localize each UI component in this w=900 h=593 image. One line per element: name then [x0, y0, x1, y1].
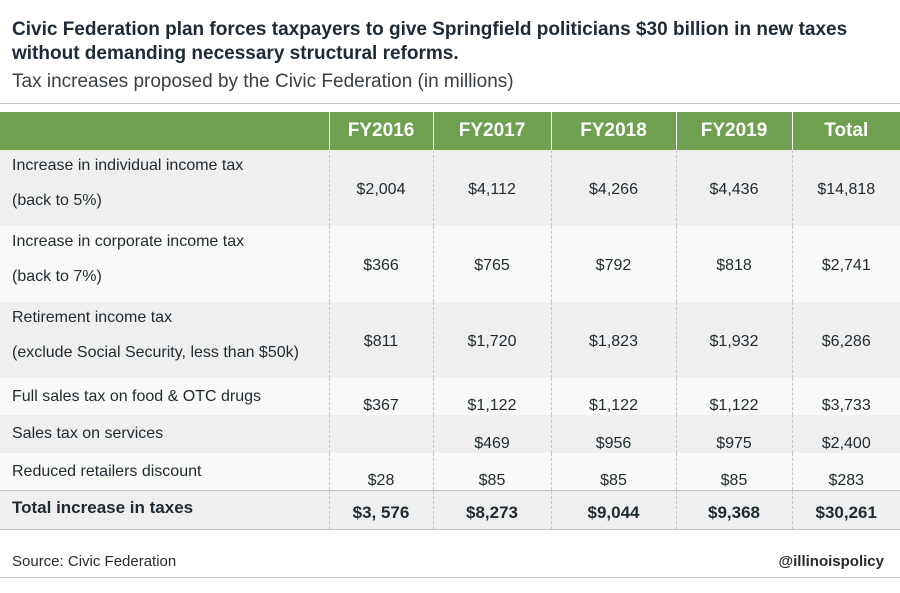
table-cell: $4,266 [550, 150, 676, 226]
table-cell: $1,720 [432, 302, 551, 378]
row-label-line2: (back to 7%) [12, 268, 102, 285]
header-cell-label [0, 112, 329, 150]
table-cell [328, 415, 433, 453]
table-cell: $469 [432, 415, 551, 453]
row-label-line1: Increase in individual income tax [12, 157, 244, 174]
table-cell: $367 [328, 378, 433, 415]
total-cell: $30,261 [791, 490, 900, 529]
table-cell: $1,932 [675, 302, 792, 378]
table-cell: $2,400 [791, 415, 900, 453]
table-cell: $2,741 [791, 226, 900, 302]
row-label: Retirement income tax (exclude Social Se… [0, 302, 329, 378]
table-cell: $14,818 [791, 150, 900, 226]
total-row-label: Total increase in taxes [12, 497, 194, 517]
header-cell-fy2019: FY2019 [675, 112, 792, 150]
table-cell: $4,112 [432, 150, 551, 226]
table-cell: $283 [791, 453, 900, 490]
total-row: Total increase in taxes $3, 576 $8,273 $… [0, 490, 900, 529]
table-row: Sales tax on services $469 $956 $975 $2,… [0, 415, 900, 453]
tax-table: FY2016 FY2017 FY2018 FY2019 Total Increa… [0, 112, 900, 530]
source-note: Source: Civic Federation [12, 553, 177, 570]
total-cell: $8,273 [432, 490, 551, 529]
row-label: Increase in individual income tax (back … [0, 150, 329, 226]
table-cell: $28 [328, 453, 433, 490]
row-label-line1: Increase in corporate income tax [12, 233, 245, 250]
table-cell: $2,004 [328, 150, 433, 226]
table-cell: $811 [328, 302, 433, 378]
table-cell: $85 [550, 453, 676, 490]
header-cell-fy2018: FY2018 [550, 112, 676, 150]
header-cell-total: Total [791, 112, 900, 150]
row-label: Full sales tax on food & OTC drugs [12, 388, 261, 405]
table-row: Increase in individual income tax (back … [0, 150, 900, 226]
table-cell: $765 [432, 226, 551, 302]
bottom-divider [0, 577, 900, 578]
table-cell: $3,733 [791, 378, 900, 415]
total-cell: $9,044 [550, 490, 676, 529]
table-row: Reduced retailers discount $28 $85 $85 $… [0, 453, 900, 490]
chart-subtitle: Tax increases proposed by the Civic Fede… [12, 71, 514, 92]
table-cell: $1,823 [550, 302, 676, 378]
table-cell: $4,436 [675, 150, 792, 226]
total-cell: $9,368 [675, 490, 792, 529]
table-row: Retirement income tax (exclude Social Se… [0, 302, 900, 378]
table-cell: $1,122 [432, 378, 551, 415]
table-cell: $792 [550, 226, 676, 302]
table-cell: $85 [675, 453, 792, 490]
row-label-line2: (exclude Social Security, less than $50k… [12, 344, 299, 361]
top-divider [0, 103, 900, 104]
table-cell: $85 [432, 453, 551, 490]
row-label-line2: (back to 5%) [12, 192, 102, 209]
table-row: Increase in corporate income tax (back t… [0, 226, 900, 302]
header-cell-fy2017: FY2017 [432, 112, 551, 150]
table-cell: $975 [675, 415, 792, 453]
header-cell-fy2016: FY2016 [328, 112, 433, 150]
social-handle: @illinoispolicy [778, 553, 884, 570]
table-row: Full sales tax on food & OTC drugs $367 … [0, 378, 900, 415]
header-row: FY2016 FY2017 FY2018 FY2019 Total [0, 112, 900, 150]
chart-title: Civic Federation plan forces taxpayers t… [12, 19, 848, 64]
table-cell: $956 [550, 415, 676, 453]
total-cell: $3, 576 [328, 490, 433, 529]
table-cell: $366 [328, 226, 433, 302]
table-cell: $1,122 [550, 378, 676, 415]
row-label: Increase in corporate income tax (back t… [0, 226, 329, 302]
row-label: Reduced retailers discount [12, 463, 202, 480]
table-cell: $1,122 [675, 378, 792, 415]
row-label-line1: Retirement income tax [12, 309, 173, 326]
table-cell: $6,286 [791, 302, 900, 378]
table-cell: $818 [675, 226, 792, 302]
row-label: Sales tax on services [12, 425, 164, 442]
